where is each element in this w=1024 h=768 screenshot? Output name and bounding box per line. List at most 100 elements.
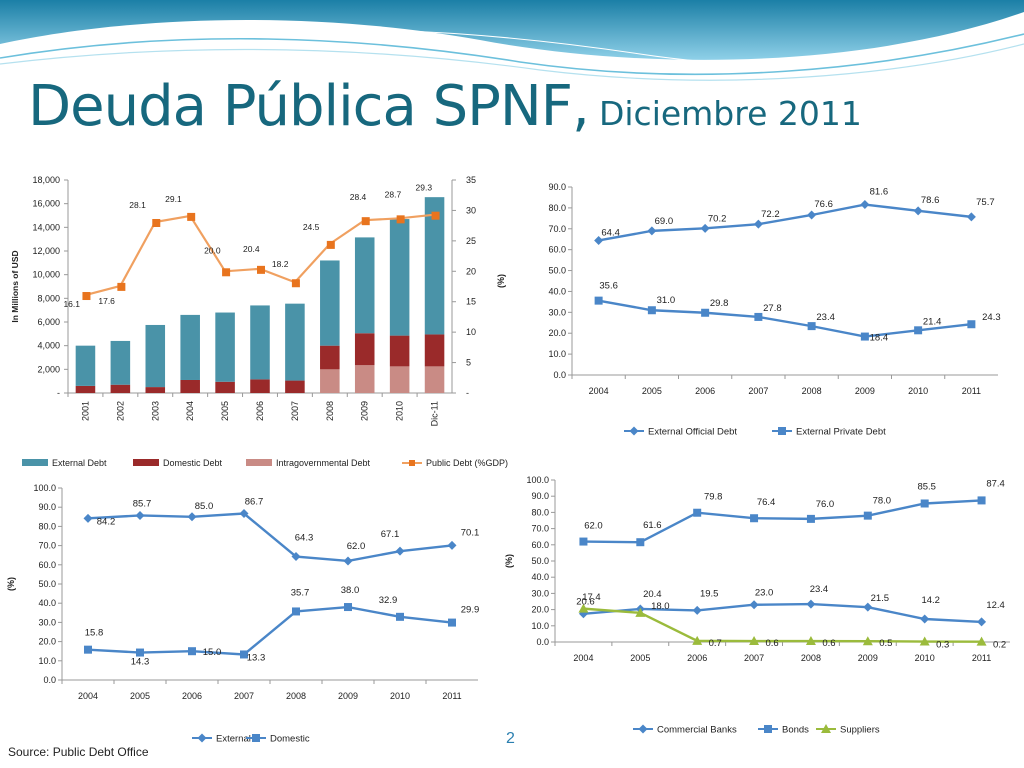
data-label: 18.0 bbox=[651, 601, 670, 612]
chart-debt-stock: - 2,000 4,000 6,000 8,000 10,000 12,000 14,000 1… bbox=[10, 175, 508, 468]
series-marker bbox=[863, 602, 873, 612]
series-marker bbox=[754, 312, 763, 321]
data-label: 81.6 bbox=[870, 187, 889, 198]
series-marker bbox=[807, 210, 817, 220]
data-label: 21.4 bbox=[923, 316, 942, 327]
y-tick-label: 2,000 bbox=[37, 364, 60, 374]
legend-label: External bbox=[216, 734, 251, 745]
x-tick-label: 2009 bbox=[858, 653, 878, 663]
x-tick-label: 2004 bbox=[185, 401, 195, 421]
data-label: 85.7 bbox=[133, 498, 152, 509]
bar-segment bbox=[250, 305, 270, 380]
x-tick-label: 2008 bbox=[286, 691, 306, 701]
series-marker bbox=[396, 612, 404, 621]
public-debt-marker bbox=[431, 211, 440, 220]
series-marker bbox=[636, 538, 645, 547]
data-label: 20.0 bbox=[204, 245, 221, 255]
page-number: 2 bbox=[506, 730, 515, 747]
data-label: 29.3 bbox=[416, 183, 433, 193]
data-label: 23.4 bbox=[810, 584, 829, 595]
bar-segment bbox=[354, 365, 375, 393]
bar-segment bbox=[389, 366, 410, 393]
data-label: 64.3 bbox=[295, 533, 314, 544]
legend-swatch bbox=[22, 459, 48, 466]
data-label: 64.4 bbox=[601, 227, 620, 238]
data-label: 29.9 bbox=[461, 605, 480, 616]
data-label: 78.6 bbox=[921, 195, 940, 206]
bar-segment bbox=[110, 384, 131, 393]
data-label: 18.4 bbox=[870, 333, 889, 344]
y-tick-label: 80.0 bbox=[548, 203, 566, 213]
x-tick-label: 2010 bbox=[395, 401, 405, 421]
series-line bbox=[583, 602, 982, 624]
x-tick-label: 2002 bbox=[115, 401, 125, 421]
x-tick-label: 2008 bbox=[801, 653, 821, 663]
legend-label: Suppliers bbox=[840, 725, 880, 736]
x-tick-label: 2004 bbox=[78, 691, 98, 701]
legend-label: External Private Debt bbox=[796, 427, 886, 438]
series-marker bbox=[977, 617, 987, 627]
data-label: 24.5 bbox=[303, 222, 320, 232]
y-tick-label: 30.0 bbox=[531, 588, 549, 598]
series-marker bbox=[188, 647, 196, 656]
data-label: 75.7 bbox=[976, 197, 995, 208]
series-marker bbox=[914, 326, 923, 335]
bar-segment bbox=[424, 366, 445, 393]
data-label: 70.2 bbox=[708, 213, 727, 224]
legend-swatch-marker bbox=[629, 426, 639, 436]
series-marker bbox=[860, 332, 869, 341]
series-marker bbox=[578, 603, 589, 613]
data-label: 31.0 bbox=[657, 295, 676, 306]
data-label: 14.2 bbox=[921, 595, 940, 606]
bar-segment bbox=[75, 385, 96, 393]
series-marker bbox=[862, 636, 873, 646]
data-label: 62.0 bbox=[347, 541, 366, 552]
series-marker bbox=[240, 650, 248, 659]
y-tick-label: 90.0 bbox=[531, 491, 549, 501]
legend-swatch-marker bbox=[764, 725, 772, 733]
series-line bbox=[583, 499, 982, 544]
bar-segment bbox=[75, 345, 96, 386]
public-debt-marker bbox=[152, 218, 161, 227]
x-tick-label: 2007 bbox=[290, 401, 300, 421]
y2-tick-label: - bbox=[466, 388, 469, 398]
y-tick-label: 14,000 bbox=[32, 222, 60, 232]
series-line bbox=[598, 299, 972, 338]
data-label: 24.3 bbox=[982, 312, 1001, 323]
series-marker bbox=[594, 296, 603, 305]
data-label: 16.1 bbox=[63, 299, 80, 309]
title-subtitle: Diciembre 2011 bbox=[598, 94, 862, 133]
legend-swatch bbox=[133, 459, 159, 466]
data-label: 0.6 bbox=[822, 638, 835, 649]
data-label: 86.7 bbox=[245, 497, 264, 508]
x-tick-label: 2010 bbox=[908, 386, 928, 396]
x-tick-label: 2005 bbox=[220, 401, 230, 421]
data-label: 21.5 bbox=[871, 593, 890, 604]
y-tick-label: 4,000 bbox=[37, 341, 60, 351]
y-tick-label: 12,000 bbox=[32, 246, 60, 256]
y-tick-label: 16,000 bbox=[32, 199, 60, 209]
bar-segment bbox=[180, 379, 200, 393]
y-tick-label: 60.0 bbox=[531, 540, 549, 550]
series-marker bbox=[967, 320, 976, 329]
series-marker bbox=[976, 636, 987, 646]
y-tick-label: 50.0 bbox=[548, 266, 566, 276]
data-label: 18.2 bbox=[272, 259, 289, 269]
bar-segment bbox=[424, 334, 445, 367]
x-tick-label: 2007 bbox=[234, 691, 254, 701]
public-debt-marker bbox=[291, 279, 300, 288]
bar-segment bbox=[389, 219, 410, 336]
bar-segment bbox=[424, 197, 445, 335]
data-label: 0.5 bbox=[879, 638, 892, 649]
x-tick-label: 2011 bbox=[972, 653, 991, 663]
y-tick-label: 20.0 bbox=[38, 637, 56, 647]
bar-segment bbox=[320, 260, 340, 346]
data-label: 87.4 bbox=[986, 478, 1005, 489]
data-label: 13.3 bbox=[247, 652, 266, 663]
x-tick-label: 2005 bbox=[130, 691, 150, 701]
series-marker bbox=[447, 540, 457, 550]
series-marker bbox=[579, 537, 588, 546]
data-label: 76.4 bbox=[757, 497, 776, 508]
series-marker bbox=[863, 511, 872, 520]
x-tick-label: 2001 bbox=[80, 401, 90, 421]
